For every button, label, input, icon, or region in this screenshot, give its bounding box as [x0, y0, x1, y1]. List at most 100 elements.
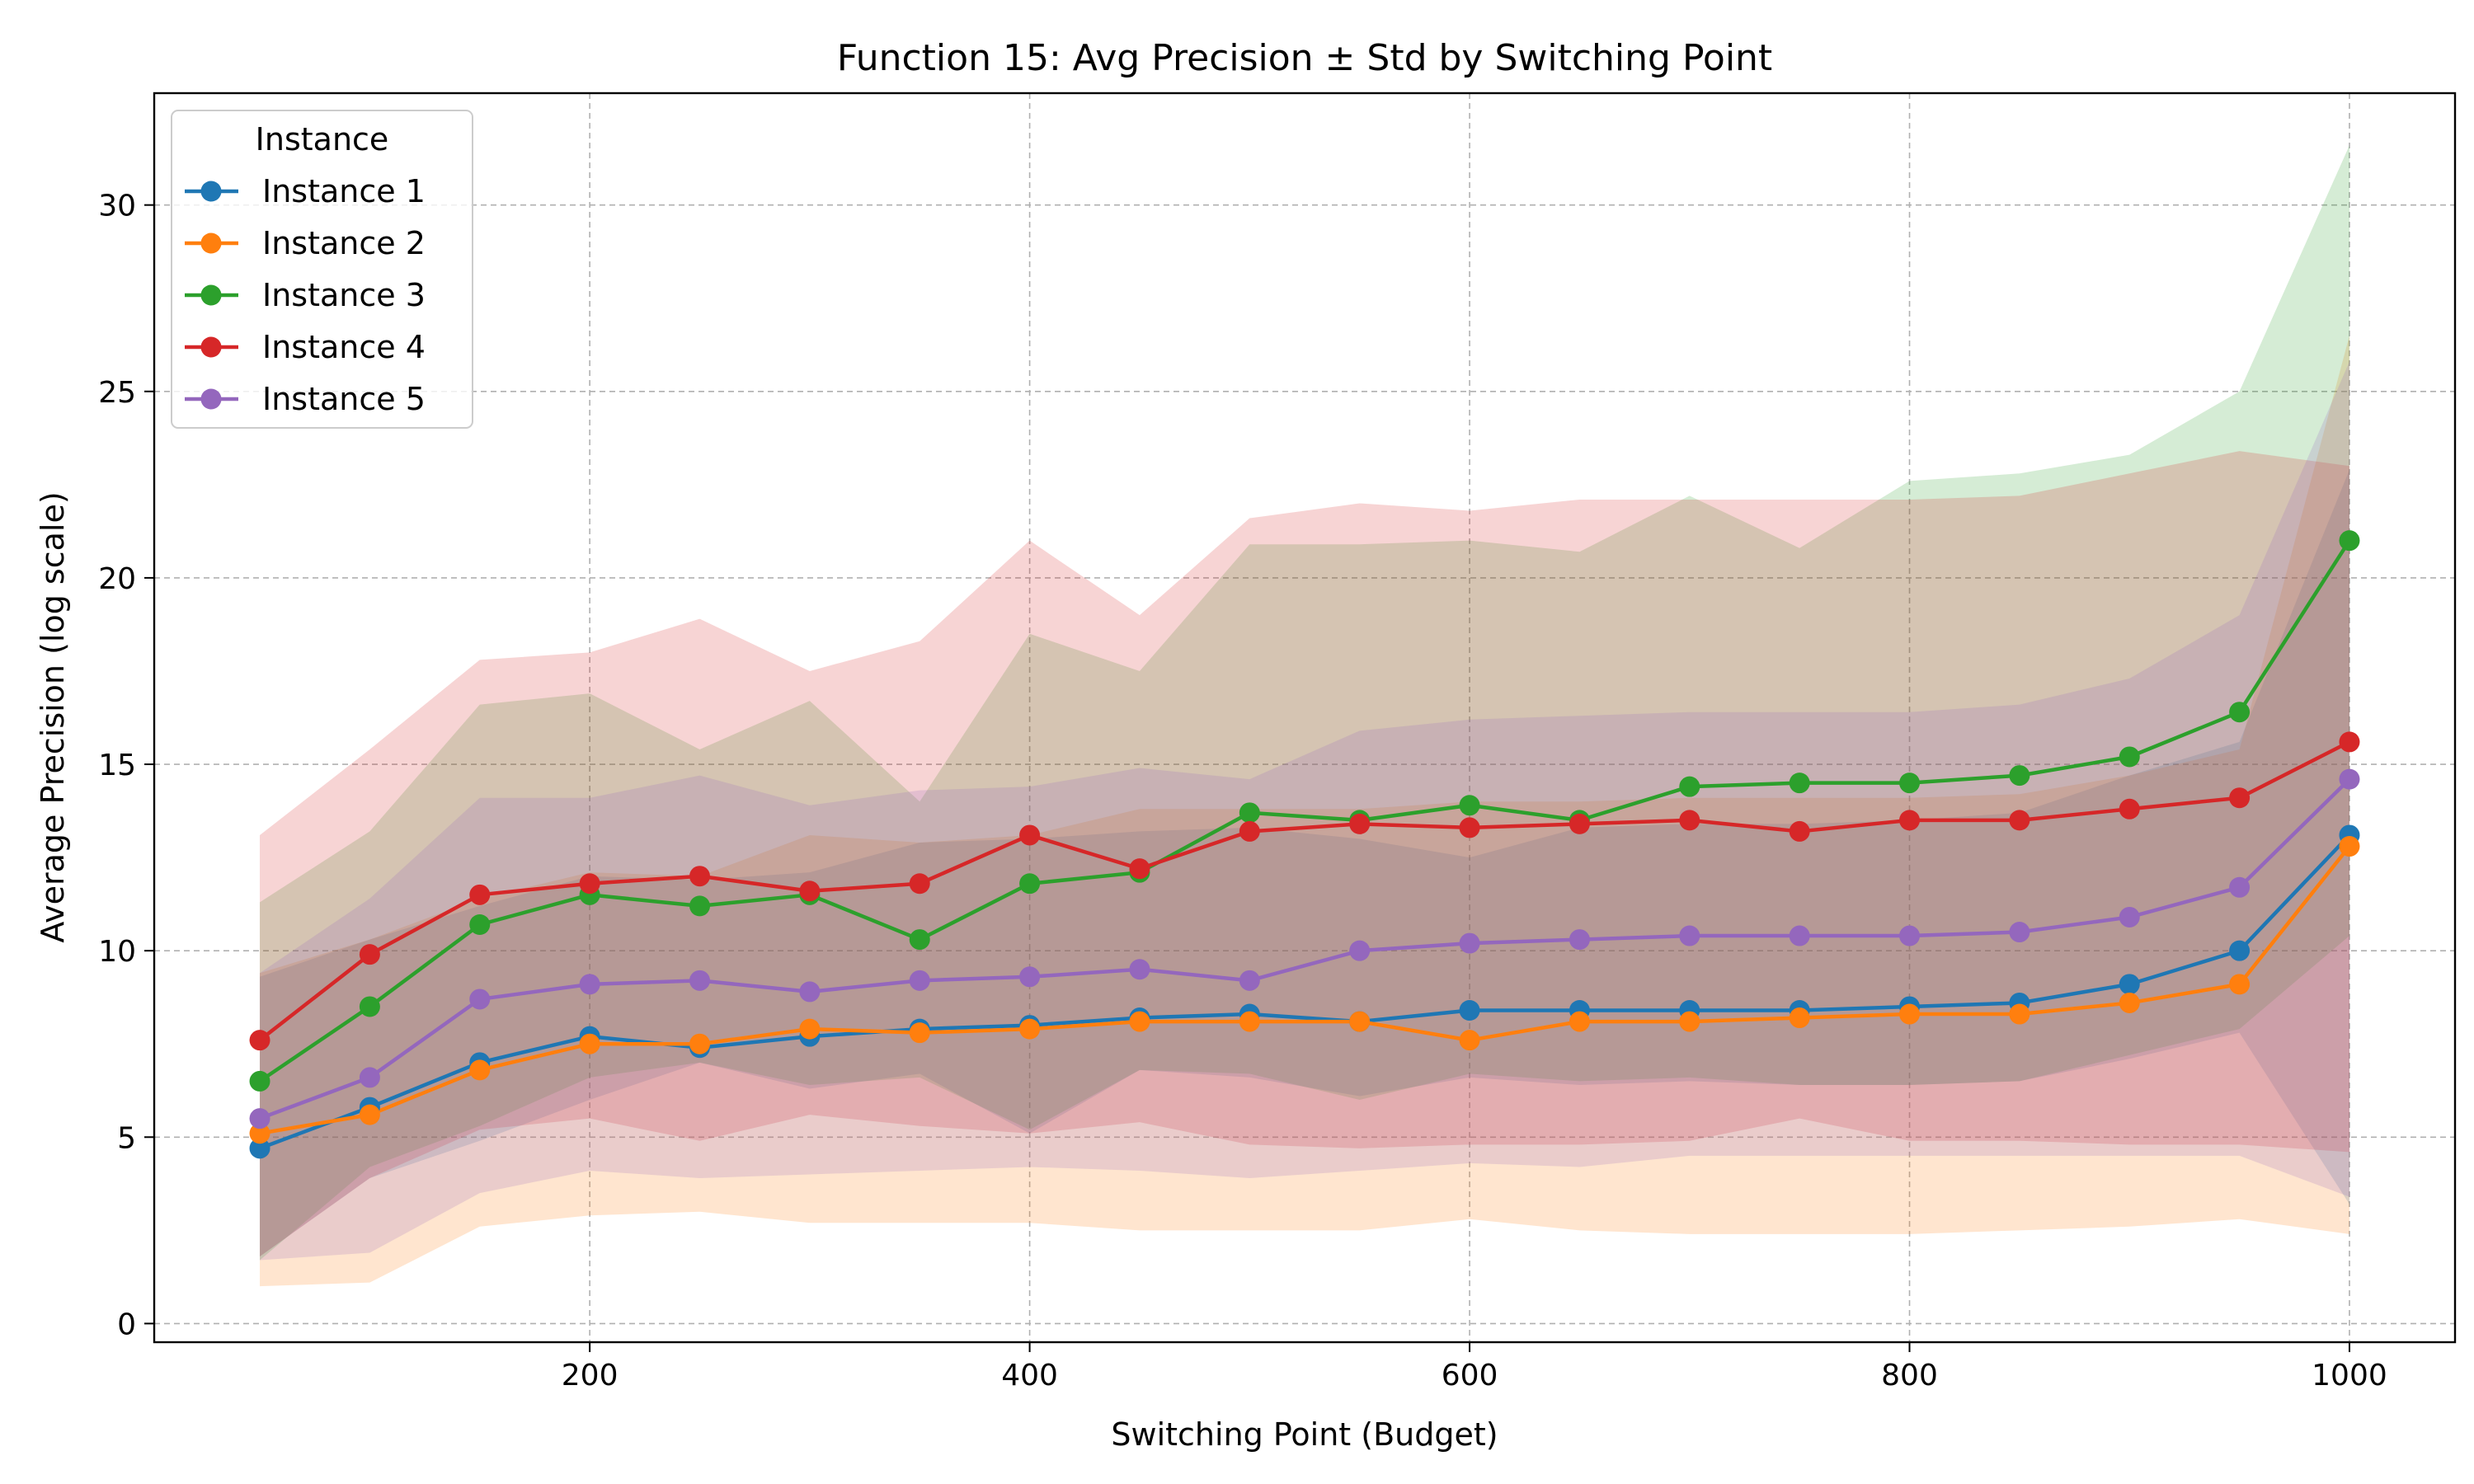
legend-label: Instance 1	[262, 173, 426, 209]
series-markers	[249, 530, 2360, 1159]
series-line-instance-4	[258, 740, 2350, 1042]
data-point	[1239, 820, 1260, 842]
data-point	[2009, 922, 2030, 943]
data-point	[1129, 1011, 1150, 1032]
data-point	[1459, 932, 1480, 954]
data-point	[2119, 974, 2140, 995]
std-band-instance-3	[260, 145, 2349, 1261]
data-point	[1349, 813, 1371, 834]
data-point	[1239, 970, 1260, 991]
legend-item-instance-5: Instance 5	[185, 381, 426, 417]
y-tick-label: 20	[98, 562, 136, 596]
data-point	[2119, 992, 2140, 1013]
std-bands	[260, 145, 2349, 1287]
data-point	[799, 881, 821, 902]
legend-label: Instance 2	[262, 225, 426, 261]
data-point	[2119, 906, 2140, 928]
data-point	[469, 989, 491, 1010]
legend-item-instance-1: Instance 1	[185, 173, 426, 209]
data-point	[909, 970, 930, 991]
std-band-instance-2	[260, 335, 2349, 1287]
data-point	[2229, 974, 2251, 995]
data-point	[1239, 1011, 1260, 1032]
data-point	[249, 1123, 270, 1144]
data-point	[249, 1108, 270, 1129]
x-tick-label: 400	[1001, 1359, 1058, 1392]
data-point	[1899, 1003, 1921, 1025]
data-point	[909, 873, 930, 895]
data-point	[2339, 530, 2360, 552]
data-point	[2229, 876, 2251, 898]
data-point	[1129, 959, 1150, 980]
data-point	[2119, 746, 2140, 768]
data-point	[909, 929, 930, 951]
data-point	[1679, 810, 1700, 831]
data-point	[249, 1030, 270, 1051]
series-line-instance-1	[259, 834, 2351, 1150]
data-point	[579, 1033, 600, 1054]
data-point	[1019, 966, 1041, 988]
data-point	[1789, 1007, 1810, 1029]
legend-box	[171, 110, 473, 429]
data-point	[1349, 1011, 1371, 1032]
data-point	[1569, 813, 1590, 834]
data-point	[1899, 925, 1921, 946]
data-point	[2229, 787, 2251, 809]
legend-title: Instance	[256, 121, 389, 157]
grid	[154, 93, 2455, 1342]
series-line-instance-5	[259, 777, 2351, 1120]
data-point	[469, 913, 491, 935]
plot-frame	[153, 92, 2457, 1344]
data-point	[1789, 820, 1810, 842]
x-axis-label: Switching Point (Budget)	[1111, 1416, 1498, 1453]
data-point	[2339, 768, 2360, 790]
legend-item-instance-2: Instance 2	[185, 225, 426, 261]
data-point	[1899, 810, 1921, 831]
data-point	[1899, 773, 1921, 794]
data-point	[469, 1059, 491, 1081]
data-point	[799, 981, 821, 1003]
legend: Instance Instance 1 Instance 2 Instance 3 In…	[171, 110, 473, 429]
data-point	[1019, 873, 1041, 895]
legend-swatch-marker	[200, 336, 222, 358]
series-points-instance-2	[249, 836, 2360, 1144]
x-tick-label: 800	[1881, 1359, 1938, 1392]
y-tick-label: 30	[98, 190, 136, 223]
std-band-instance-5	[260, 361, 2349, 1261]
std-band-instance-1	[260, 469, 2349, 1256]
legend-label: Instance 4	[262, 329, 426, 365]
x-tick-label: 600	[1442, 1359, 1498, 1392]
data-point	[2119, 798, 2140, 819]
data-point	[249, 1138, 270, 1159]
data-point	[2229, 702, 2251, 723]
data-point	[1569, 929, 1590, 951]
x-tick-label: 1000	[2312, 1359, 2387, 1392]
data-point	[1129, 858, 1150, 880]
data-point	[359, 996, 380, 1017]
data-point	[359, 1067, 380, 1088]
series-points-instance-5	[249, 768, 2360, 1129]
data-point	[2009, 810, 2030, 831]
data-point	[689, 970, 710, 991]
data-point	[469, 884, 491, 905]
data-point	[359, 944, 380, 965]
data-point	[689, 866, 710, 887]
y-tick-label: 10	[98, 935, 136, 969]
y-tick-label: 25	[98, 376, 136, 410]
data-point	[1239, 802, 1260, 824]
data-point	[909, 1022, 930, 1044]
data-point	[2229, 940, 2251, 961]
y-tick-label: 15	[98, 749, 136, 782]
std-band-instance-4	[260, 451, 2349, 1256]
x-tick-label: 200	[562, 1359, 618, 1392]
series-line-instance-3	[258, 539, 2351, 1083]
x-axis-ticks: 200 400 600 800 1000	[562, 1342, 2387, 1392]
legend-swatch-marker	[200, 232, 222, 254]
legend-label: Instance 5	[262, 381, 426, 417]
data-point	[579, 873, 600, 895]
legend-swatch-marker	[200, 284, 222, 306]
data-point	[359, 1104, 380, 1125]
data-point	[1789, 773, 1810, 794]
data-point	[689, 1033, 710, 1054]
series-lines	[258, 539, 2351, 1150]
